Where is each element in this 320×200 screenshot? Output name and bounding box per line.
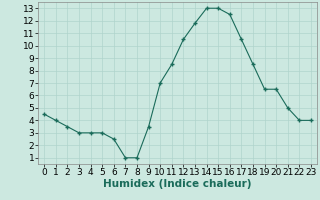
- X-axis label: Humidex (Indice chaleur): Humidex (Indice chaleur): [103, 179, 252, 189]
